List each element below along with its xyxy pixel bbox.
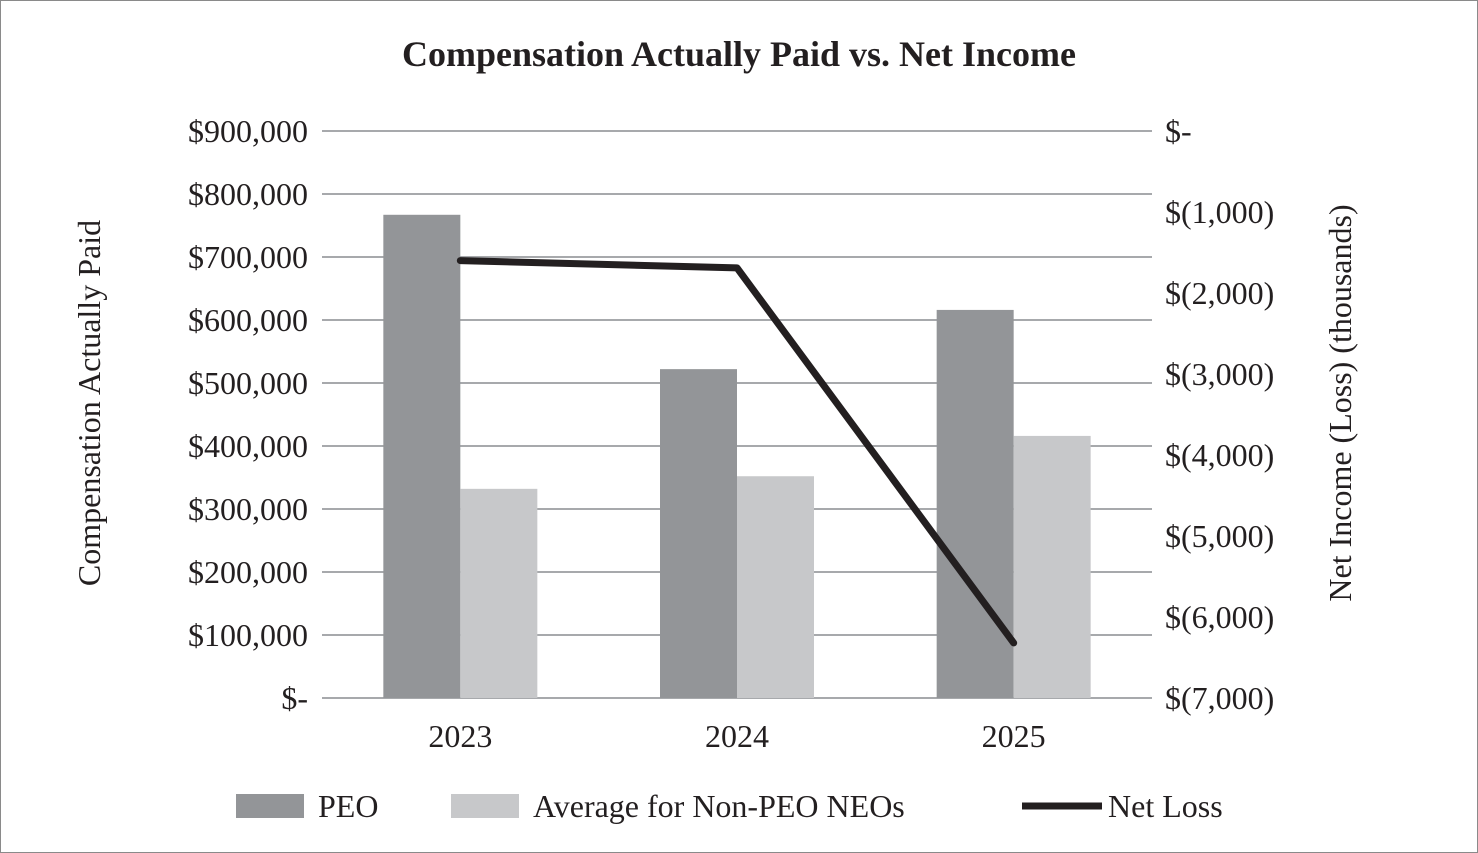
line-net-loss [456,257,1018,647]
legend-swatch-peo [236,794,304,818]
y-tick-label: $100,000 [188,617,308,653]
y2-axis-label: Net Income (Loss) (thousands) [1322,204,1358,601]
chart-title: Compensation Actually Paid vs. Net Incom… [402,34,1076,74]
x-tick-label: 2024 [705,718,769,754]
bar-average-for-non-peo-neos [460,488,538,698]
legend: PEO Average for Non-PEO NEOs Net Loss [236,788,1223,824]
y-tick-label: $200,000 [188,554,308,590]
y2-tick-label: $(6,000) [1165,599,1274,635]
bar-peo [660,369,737,698]
x-axis-ticks: 2023 2024 2025 [428,718,1045,754]
bar-peo [383,214,461,699]
y-tick-label: $800,000 [188,176,308,212]
y-tick-label: $900,000 [188,113,308,149]
bar-average-for-non-peo-neos [737,476,814,698]
y-tick-label: $600,000 [188,302,308,338]
net-loss-line-group [456,257,1018,647]
y-tick-label: $700,000 [188,239,308,275]
y2-tick-label: $(1,000) [1165,194,1274,230]
y2-tick-label: $(3,000) [1165,356,1274,392]
legend-swatch-average-for-non-peo-neos [451,794,519,818]
y-tick-label: $300,000 [188,491,308,527]
y2-tick-label: $(2,000) [1165,275,1274,311]
legend-label: Net Loss [1108,788,1223,824]
x-tick-label: 2023 [428,718,492,754]
y2-axis-ticks: $- $(1,000) $(2,000) $(3,000) $(4,000) $(5,00… [1165,113,1274,716]
y-axis-ticks: $- $100,000 $200,000 $300,000 $400,000 $500,0… [188,113,308,716]
y-tick-label: $500,000 [188,365,308,401]
y2-tick-label: $(5,000) [1165,518,1274,554]
legend-label: PEO [318,788,378,824]
bars [383,214,1091,699]
legend-label: Average for Non-PEO NEOs [533,788,905,824]
y-tick-label: $- [281,680,308,716]
y-tick-label: $400,000 [188,428,308,464]
y-axis-label: Compensation Actually Paid [71,220,107,586]
bar-peo [936,309,1014,698]
y2-tick-label: $(4,000) [1165,437,1274,473]
y2-tick-label: $(7,000) [1165,680,1274,716]
bar-average-for-non-peo-neos [1013,435,1091,698]
x-tick-label: 2025 [982,718,1046,754]
y2-tick-label: $- [1165,113,1192,149]
